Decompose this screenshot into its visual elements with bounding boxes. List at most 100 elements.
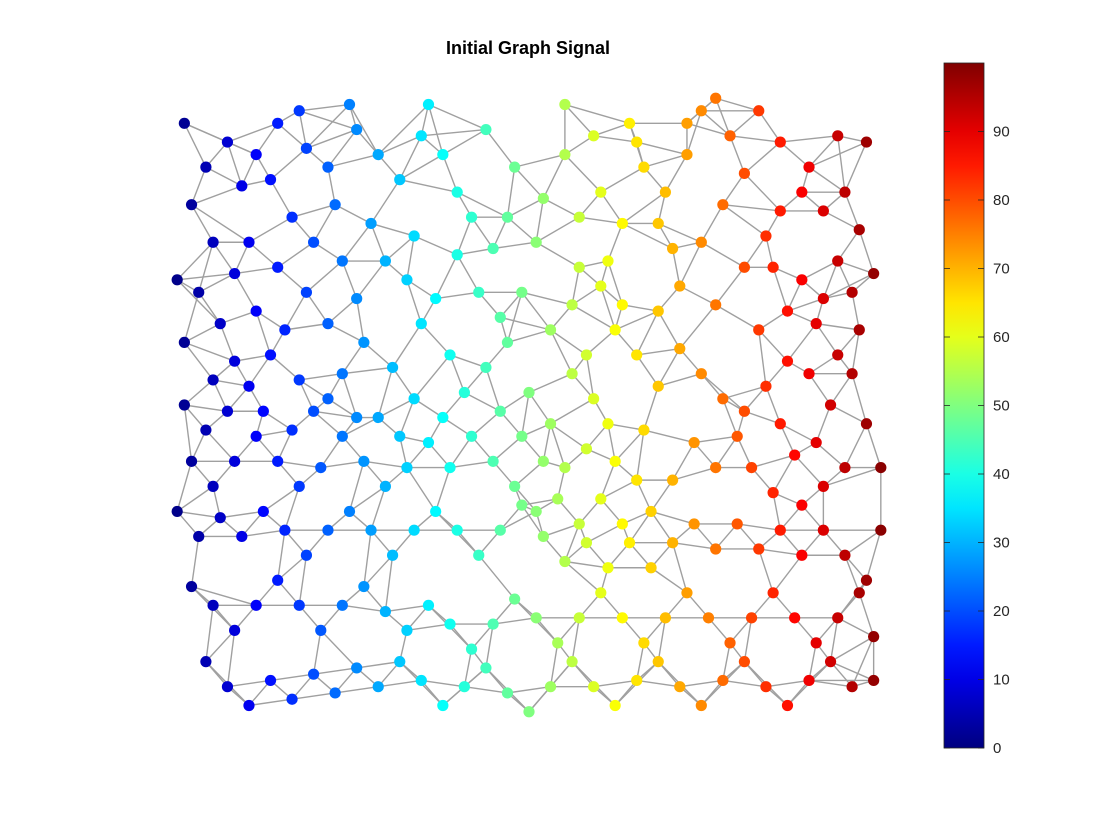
graph-node (221, 405, 234, 417)
graph-edge (190, 204, 214, 243)
graph-edge (600, 191, 623, 224)
graph-edge (313, 410, 343, 437)
graph-edge (643, 153, 688, 168)
graph-node (207, 374, 219, 386)
graph-edge (262, 485, 300, 512)
graph-node (401, 274, 413, 286)
graph-edge (737, 523, 781, 531)
graph-edge (829, 373, 853, 406)
graph-edge (313, 241, 343, 262)
graph-edge (715, 98, 731, 137)
graph-node (257, 405, 269, 417)
graph-edge (464, 391, 501, 412)
graph-node (846, 368, 858, 380)
graph-edge (327, 322, 365, 344)
graph-node (444, 462, 456, 474)
graph-edge (787, 297, 824, 312)
graph-edge (844, 423, 868, 468)
graph-edge (406, 467, 437, 512)
graph-node (408, 230, 420, 242)
graph-node (645, 505, 657, 518)
graph-edge (535, 216, 580, 243)
graph-edge (671, 442, 695, 481)
graph-edge (442, 128, 487, 156)
graph-edge (593, 135, 637, 143)
graph-node (796, 274, 808, 286)
graph-edge (521, 291, 552, 331)
graph-edge (256, 429, 293, 437)
graph-edge (255, 310, 286, 331)
graph-node (516, 499, 528, 511)
graph-node (243, 380, 255, 392)
graph-edge (585, 329, 616, 356)
graph-edge (335, 686, 379, 694)
graph-edge (815, 442, 846, 469)
graph-edge (858, 592, 875, 637)
colorbar-tick-label: 80 (993, 192, 1010, 209)
graph-node (738, 167, 751, 179)
graph-node (710, 462, 722, 474)
graph-edge (743, 172, 781, 212)
graph-edge (564, 154, 602, 193)
graph-node (422, 98, 435, 111)
graph-edge (851, 373, 868, 424)
graph-edge (492, 241, 537, 250)
graph-edge (765, 679, 810, 688)
graph-edge (722, 385, 767, 400)
graph-edge (600, 461, 616, 500)
graph-node (817, 205, 829, 217)
graph-edge (507, 686, 551, 694)
graph-edge (722, 203, 781, 212)
graph-edge (320, 435, 343, 468)
graph-edge (198, 242, 214, 293)
graph-edge (184, 322, 221, 344)
graph-node (559, 98, 571, 111)
graph-edge (205, 605, 214, 662)
graph-node (365, 217, 377, 230)
graph-edge (269, 179, 293, 218)
graph-node (229, 267, 241, 280)
graph-edge (571, 267, 580, 305)
graph-node (552, 637, 564, 649)
graph-edge (679, 241, 702, 287)
graph-node (537, 192, 549, 205)
graph-edge (205, 166, 243, 187)
graph-edge (442, 154, 458, 193)
graph-edge (600, 479, 638, 500)
graph-node (494, 405, 506, 417)
graph-edge (421, 128, 486, 137)
graph-edge (786, 323, 817, 362)
graph-node (437, 411, 449, 424)
graph-node (193, 286, 205, 298)
graph-node (695, 105, 707, 117)
graph-node (839, 186, 851, 198)
graph-edge (420, 323, 451, 356)
graph-edge (377, 398, 415, 419)
graph-edge (212, 241, 236, 274)
graph-edge (542, 423, 552, 462)
graph-node (638, 637, 650, 649)
graph-edge (658, 373, 702, 387)
graph-node (272, 117, 284, 129)
graph-edge (679, 285, 717, 306)
graph-node (473, 549, 485, 561)
graph-edge (722, 204, 767, 237)
graph-edge (636, 642, 645, 681)
graph-edge (679, 304, 717, 350)
graph-edge (650, 479, 674, 512)
graph-node (595, 493, 607, 505)
graph-edge (428, 103, 487, 131)
graph-node (530, 612, 542, 624)
graph-edge (657, 348, 681, 387)
graph-node (667, 537, 679, 549)
graph-edge (672, 542, 716, 550)
graph-node (652, 380, 664, 392)
graph-node (250, 430, 262, 442)
graph-edge (815, 323, 839, 356)
graph-node (243, 236, 255, 248)
graph-node (817, 292, 829, 305)
graph-node (537, 530, 549, 543)
graph-node (308, 236, 320, 248)
graph-node (501, 336, 514, 348)
graph-node (688, 518, 700, 530)
